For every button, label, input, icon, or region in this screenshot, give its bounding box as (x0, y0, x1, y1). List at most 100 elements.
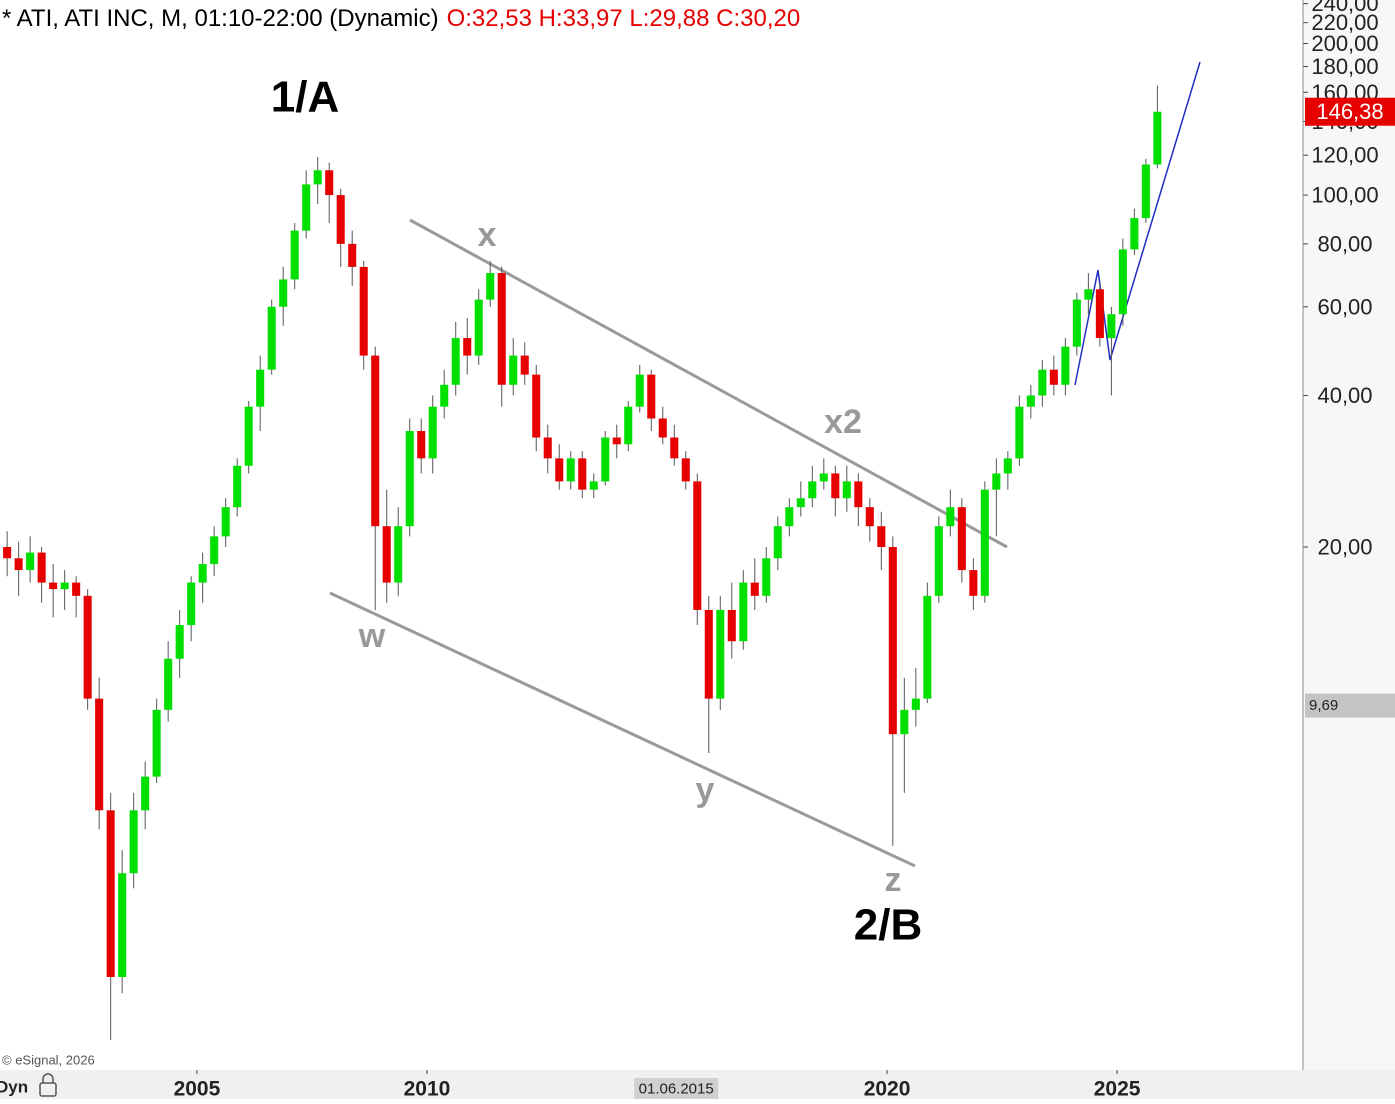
channel-lower (329, 591, 916, 868)
candle-body (601, 437, 610, 482)
candle-body (1153, 111, 1162, 165)
candle-body (1095, 289, 1104, 339)
x-tick-label: 2010 (404, 1078, 451, 1100)
candle-body (141, 776, 150, 811)
candle-body (980, 489, 989, 596)
candle-body (555, 458, 564, 482)
candles (3, 85, 1162, 1040)
candle-body (313, 170, 322, 185)
candle-body (670, 437, 679, 459)
candle-body (187, 582, 196, 626)
marker-box (1305, 693, 1395, 718)
y-tick-label: 100,00 (1311, 183, 1378, 208)
wave-label: y (696, 771, 715, 809)
candle-body (1015, 406, 1024, 459)
candle-body (233, 465, 242, 508)
y-tick-label: 80,00 (1317, 231, 1372, 256)
candle-body (647, 374, 656, 419)
y-tick-label: 240,00 (1311, 0, 1378, 16)
candle-body (520, 355, 529, 375)
x-tick-label: 2005 (174, 1078, 221, 1100)
candle-body (256, 369, 265, 407)
wave-label: 1/A (271, 73, 339, 122)
trend-line (1074, 61, 1201, 386)
candle-body (1003, 458, 1012, 474)
candle-body (624, 406, 633, 445)
last-price-box (1305, 97, 1395, 126)
candle-body (198, 564, 207, 583)
candle-body (727, 609, 736, 642)
candle-body (819, 473, 828, 482)
candle-body (394, 526, 403, 583)
candle-body (359, 266, 368, 356)
candle-body (566, 458, 575, 482)
candle-body (336, 195, 345, 244)
candle-body (900, 709, 909, 735)
candle-body (72, 582, 81, 596)
candle-body (1026, 395, 1035, 407)
candle-body (532, 374, 541, 438)
candle-body (451, 338, 460, 385)
candle-body (428, 406, 437, 459)
x-tick-label: 2020 (864, 1078, 911, 1100)
candle-body (1130, 218, 1139, 250)
candle-body (463, 338, 472, 356)
candle-body (164, 658, 173, 710)
candle-body (762, 558, 771, 596)
candle-body (750, 582, 759, 596)
y-tick-label: 220,00 (1311, 10, 1378, 35)
y-tick-label: 200,00 (1311, 31, 1378, 56)
candle-body (543, 437, 552, 459)
candle-body (773, 526, 782, 559)
wave-label: w (358, 617, 386, 655)
candle-body (486, 273, 495, 300)
candle-body (969, 570, 978, 596)
candle-body (635, 374, 644, 407)
mode-label[interactable]: Dyn (0, 1078, 28, 1097)
last-price-label: 146,38 (1316, 99, 1383, 124)
ohlc-text: O:32,53 H:33,97 L:29,88 C:30,20 (447, 5, 801, 32)
cursor-date: 01.06.2015 (639, 1081, 714, 1098)
candle-body (785, 507, 794, 527)
candle-body (1061, 346, 1070, 385)
candle-body (612, 437, 621, 445)
candle-body (509, 355, 518, 385)
channel-upper (409, 218, 1008, 549)
lock-icon[interactable] (39, 1073, 57, 1097)
axes (196, 0, 1308, 1074)
candle-body (716, 609, 725, 699)
candle-body (923, 595, 932, 699)
candle-body (704, 609, 713, 699)
candle-body (152, 709, 161, 777)
y-tick-label: 20,00 (1317, 535, 1372, 560)
chart-title: * ATI, ATI INC, M, 01:10-22:00 (Dynamic)… (2, 5, 800, 32)
candle-body (175, 625, 184, 659)
candle-body (865, 507, 874, 527)
candle-body (589, 481, 598, 490)
candle-body (681, 458, 690, 482)
candle-body (37, 552, 46, 583)
price-axis-panel (1303, 0, 1395, 1070)
wave-label: x (478, 216, 497, 254)
candle-body (95, 698, 104, 811)
candle-body (1038, 369, 1047, 396)
candle-body (3, 547, 12, 559)
candle-body (49, 582, 58, 590)
candle-body (877, 526, 886, 548)
candle-body (302, 184, 311, 231)
candle-body (405, 430, 414, 527)
candle-body (796, 498, 805, 508)
candle-body (83, 595, 92, 699)
candle-body (739, 582, 748, 642)
candle-body (440, 384, 449, 407)
candle-body (658, 418, 667, 438)
candle-body (1072, 299, 1081, 347)
candle-body (1141, 164, 1150, 219)
x-tick-label: 2025 (1094, 1078, 1141, 1100)
candle-body (1107, 314, 1116, 339)
candle-body (60, 582, 69, 590)
wave-label: x2 (824, 403, 862, 441)
y-tick-label: 40,00 (1317, 383, 1372, 408)
candle-body (118, 873, 127, 977)
candle-body (371, 355, 380, 527)
